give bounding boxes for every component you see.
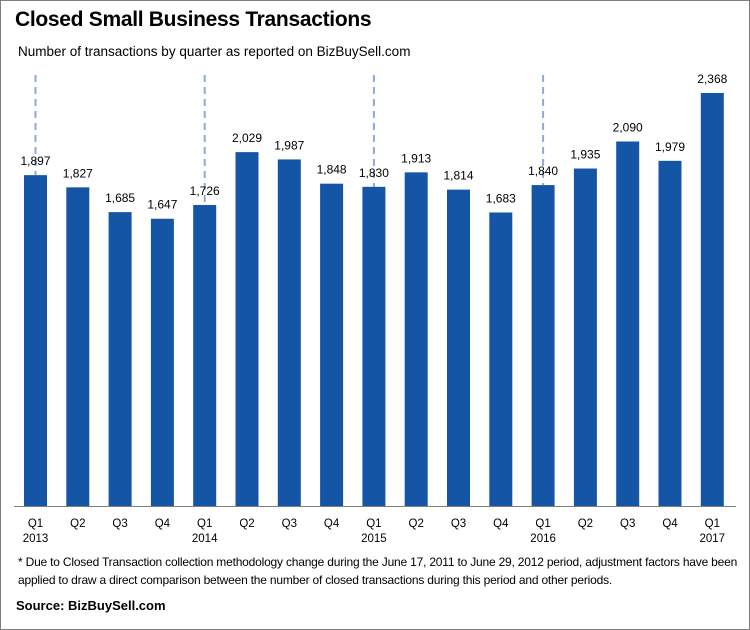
data-label: 1,979 [655, 140, 685, 154]
x-tick-year-label: 2017 [700, 533, 726, 545]
bar [66, 187, 90, 506]
bar [573, 168, 597, 507]
footnote: * Due to Closed Transaction collection m… [18, 555, 738, 587]
bar [150, 218, 174, 507]
x-tick-year-label: 2016 [530, 533, 556, 545]
bar [700, 93, 724, 506]
data-label: 1,685 [105, 191, 135, 205]
x-tick-label: Q3 [620, 518, 635, 530]
x-tick-label: Q1 [197, 518, 212, 530]
source-label: Source: BizBuySell.com [16, 598, 166, 613]
bar [616, 141, 640, 506]
x-tick-label: Q1 [366, 518, 381, 530]
data-label: 1,683 [486, 191, 516, 205]
bar [193, 204, 217, 506]
data-label: 2,368 [697, 72, 727, 86]
bar [108, 212, 132, 506]
bar [447, 189, 470, 506]
data-label: 1,814 [443, 169, 473, 183]
x-tick-label: Q2 [578, 518, 593, 530]
x-tick-year-label: 2013 [23, 533, 49, 545]
data-label: 1,913 [401, 151, 431, 165]
bar [320, 183, 344, 506]
data-label: 1,848 [317, 163, 347, 177]
bar [404, 172, 428, 506]
x-tick-label: Q4 [493, 518, 509, 530]
data-label: 1,935 [570, 148, 600, 162]
data-label: 2,090 [613, 120, 643, 134]
x-tick-year-label: 2015 [361, 533, 387, 545]
x-tick-label: Q4 [662, 518, 678, 530]
data-label: 1,830 [359, 166, 389, 180]
data-label: 1,840 [528, 164, 558, 178]
x-tick-label: Q2 [70, 518, 85, 530]
x-tick-label: Q4 [155, 518, 171, 530]
x-tick-label: Q3 [282, 518, 297, 530]
x-tick-year-label: 2014 [192, 533, 218, 545]
bar [531, 185, 555, 507]
bar [277, 159, 301, 506]
bar [362, 186, 386, 507]
x-tick-label: Q1 [535, 518, 550, 530]
x-tick-label: Q2 [239, 518, 254, 530]
x-tick-label: Q2 [409, 518, 424, 530]
bar [489, 212, 513, 506]
bar [24, 175, 47, 506]
data-label: 2,029 [232, 131, 262, 145]
data-label: 1,987 [274, 138, 304, 152]
bar [658, 160, 682, 506]
x-tick-label: Q3 [112, 518, 127, 530]
chart-subtitle: Number of transactions by quarter as rep… [18, 44, 411, 59]
x-tick-label: Q1 [28, 518, 43, 530]
data-label: 1,827 [63, 166, 93, 180]
data-label: 1,647 [147, 198, 177, 212]
data-label: 1,897 [20, 154, 50, 168]
data-label: 1,726 [190, 184, 220, 198]
x-tick-label: Q4 [324, 518, 340, 530]
bar [235, 152, 259, 506]
x-tick-label: Q3 [451, 518, 466, 530]
x-tick-label: Q1 [705, 518, 720, 530]
chart-title: Closed Small Business Transactions [15, 8, 372, 31]
